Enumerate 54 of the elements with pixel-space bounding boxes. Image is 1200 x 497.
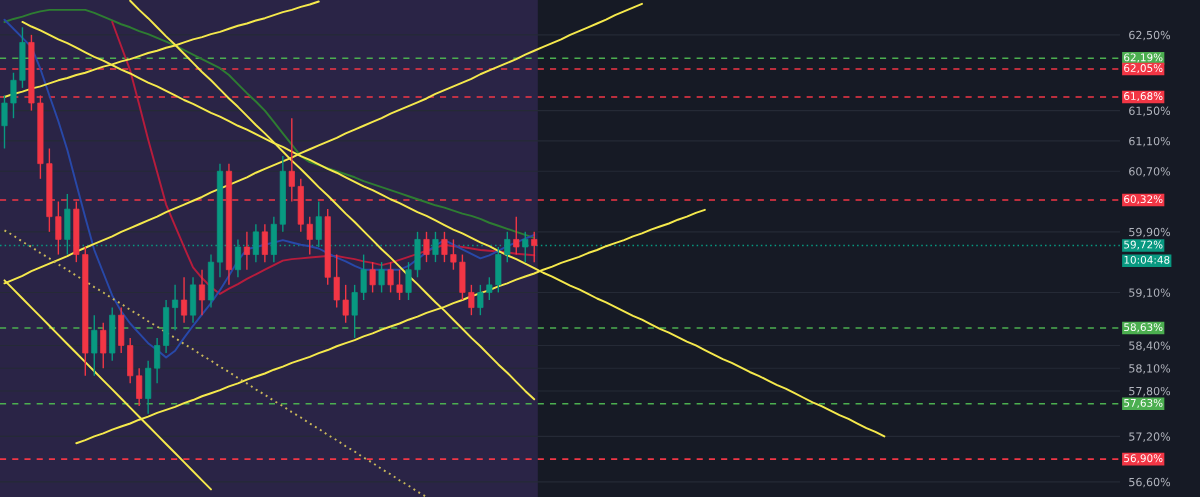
candlestick — [378, 261, 385, 294]
candlestick — [486, 276, 493, 301]
y-tick-label: 61,10% — [1129, 136, 1171, 147]
ref-line-label: 62,19% — [1124, 53, 1163, 63]
ref-line-label: 60,32% — [1124, 195, 1163, 205]
candlestick — [450, 238, 457, 271]
candlestick — [405, 261, 412, 301]
ref-line-label: 58,63% — [1124, 323, 1163, 333]
candlestick — [513, 215, 520, 256]
ref-line-label: 59,72% — [1124, 240, 1163, 250]
candlestick — [369, 261, 376, 294]
line-series — [111, 21, 536, 295]
candlestick — [333, 253, 340, 309]
candlestick — [423, 231, 430, 263]
y-tick-label: 56,60% — [1129, 477, 1171, 488]
y-tick-label: 59,10% — [1129, 288, 1171, 298]
text: 10:04:48 — [1124, 255, 1170, 264]
y-tick-label: 61,50% — [1129, 106, 1171, 117]
candlestick — [243, 231, 250, 271]
candlestick — [181, 276, 188, 324]
candlestick — [172, 284, 179, 332]
candlestick — [100, 322, 107, 369]
candlestick — [91, 314, 98, 377]
y-tick-label: 58,40% — [1129, 341, 1171, 351]
candlestick — [441, 231, 448, 263]
candlestick — [261, 223, 268, 263]
candlestick — [477, 284, 484, 316]
ref-line-label: 61,68% — [1124, 92, 1163, 102]
candlestick — [55, 200, 62, 256]
y-tick-label: 58,10% — [1129, 364, 1171, 374]
candlestick — [531, 231, 538, 263]
y-tick-label: 57,20% — [1129, 432, 1171, 442]
candlestick — [396, 269, 403, 301]
candlestick — [504, 231, 511, 263]
y-tick-label: 57,80% — [1129, 386, 1171, 397]
candlestick — [198, 269, 206, 316]
candlestick — [136, 367, 143, 407]
candlestick — [154, 337, 161, 385]
candlestick — [468, 284, 475, 316]
candlestick — [387, 261, 394, 294]
candlestick — [1, 94, 8, 150]
line-series — [3, 229, 428, 497]
ref-line-label: 62,05% — [1124, 64, 1163, 74]
candlestick — [342, 284, 349, 324]
candlestick — [360, 253, 367, 301]
ref-line-label: 57,63% — [1124, 398, 1163, 408]
candlestick — [351, 284, 358, 339]
candlestick — [306, 215, 313, 256]
y-tick-label: 62,50% — [1129, 30, 1171, 41]
ref-line-label: 56,90% — [1124, 454, 1163, 464]
y-tick-label: 59,90% — [1129, 227, 1171, 238]
y-tick-label: 60,70% — [1129, 167, 1171, 177]
candlestick — [10, 72, 17, 119]
candlestick — [522, 231, 529, 263]
